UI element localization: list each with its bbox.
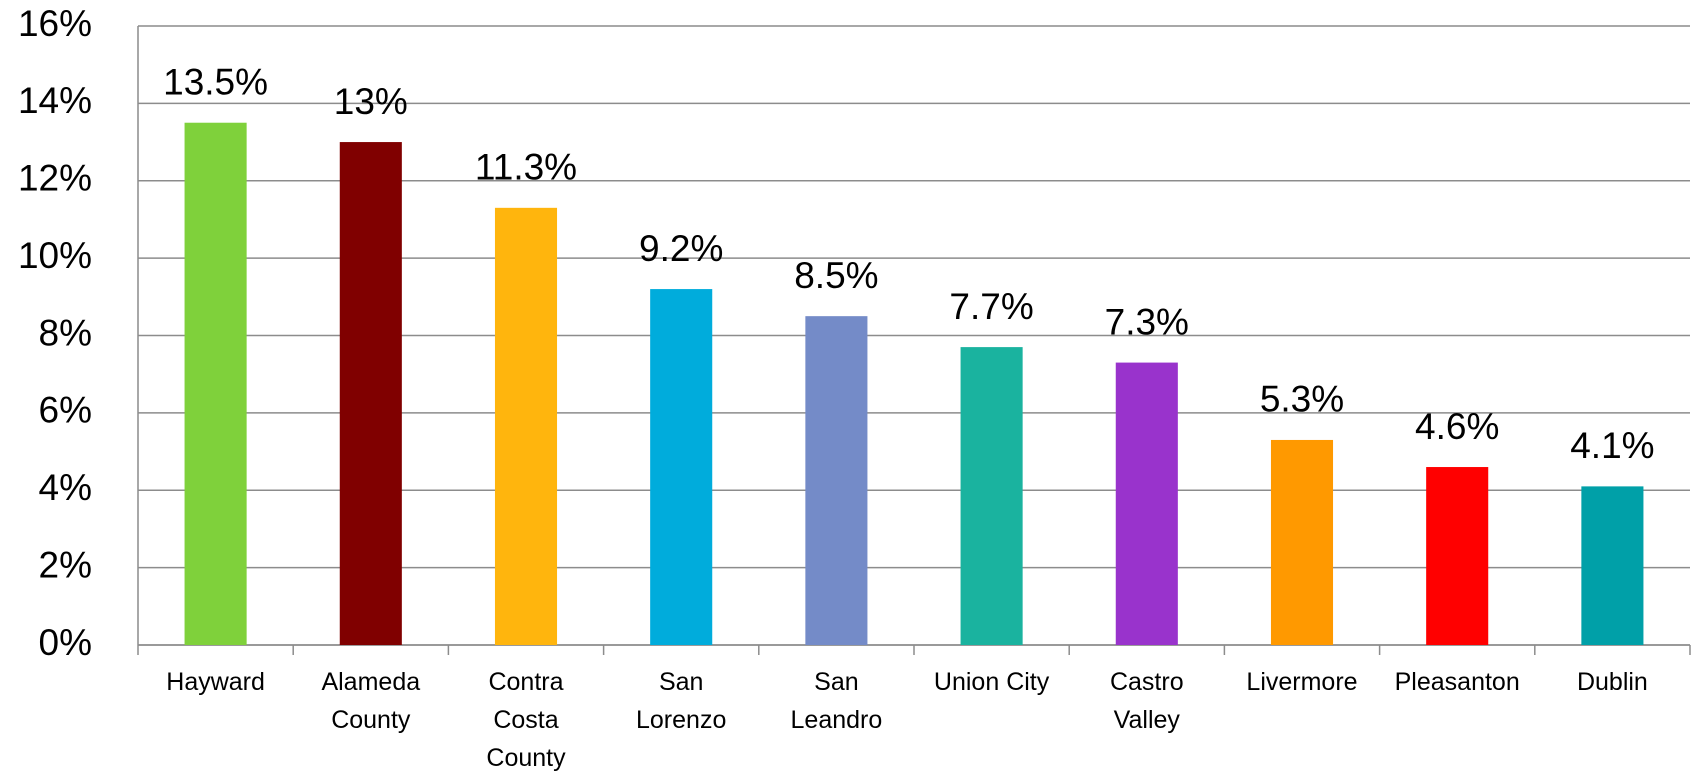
bar [339, 142, 402, 645]
x-tick-label: Contra Costa County [486, 668, 566, 772]
y-tick-label: 2% [39, 544, 92, 585]
bar [1270, 439, 1334, 645]
data-label: 7.7% [949, 286, 1033, 327]
x-tick-label: Hayward [166, 668, 265, 696]
data-label: 4.1% [1570, 425, 1654, 466]
x-tick-label: Pleasanton [1394, 668, 1520, 696]
y-tick-label: 10% [18, 235, 92, 276]
x-tick-label: San Lorenzo [636, 668, 727, 734]
y-tick-label: 14% [18, 80, 92, 121]
x-tick-label: Livermore [1246, 668, 1358, 696]
bar [1115, 362, 1178, 645]
bar [960, 347, 1023, 645]
bar [650, 289, 713, 645]
bar [805, 316, 868, 645]
x-tick-label: Dublin [1576, 668, 1648, 696]
x-tick-label: San Leandro [790, 668, 883, 734]
data-label: 7.3% [1105, 301, 1189, 342]
data-label: 4.6% [1415, 406, 1499, 447]
y-tick-label: 8% [39, 312, 92, 353]
y-tick-label: 0% [39, 622, 92, 663]
data-label: 11.3% [475, 147, 577, 188]
bar [184, 122, 247, 645]
data-label: 13.5% [163, 62, 268, 103]
bar [494, 207, 558, 646]
bar [1581, 486, 1644, 645]
bar [1426, 467, 1489, 645]
data-label: 5.3% [1260, 379, 1344, 420]
y-tick-label: 4% [39, 467, 92, 508]
data-label: 13% [334, 81, 408, 122]
x-tick-label: Castro Valley [1109, 668, 1184, 734]
data-label: 8.5% [794, 255, 878, 296]
x-tick-label: Alameda County [321, 668, 421, 734]
x-tick-label: Union City [933, 668, 1050, 696]
data-label: 9.2% [639, 228, 723, 269]
y-tick-label: 6% [39, 390, 92, 431]
y-tick-label: 16% [18, 3, 92, 44]
y-tick-label: 12% [18, 158, 92, 199]
